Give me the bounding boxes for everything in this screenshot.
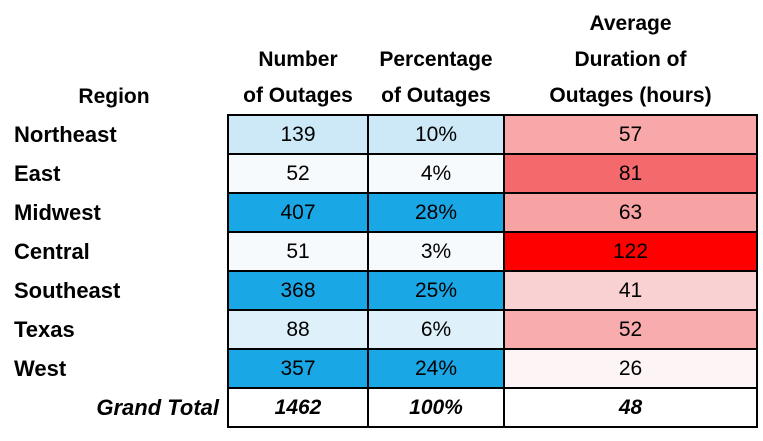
header-number-line1: Number — [228, 42, 368, 78]
grand-total-duration: 48 — [503, 387, 758, 428]
region-label: Midwest — [0, 193, 228, 232]
header-spacer — [228, 6, 368, 42]
outages-cell: 357 — [227, 348, 369, 389]
grand-total-outages: 1462 — [227, 387, 369, 428]
outages-cell: 52 — [227, 153, 369, 194]
outages-cell: 51 — [227, 231, 369, 272]
header-duration-line2: Duration of — [504, 42, 757, 78]
header-duration-line1: Average — [504, 6, 757, 42]
header-spacer — [0, 42, 228, 78]
header-duration-line3: Outages (hours) — [504, 78, 757, 115]
header-spacer — [368, 6, 504, 42]
duration-cell: 41 — [503, 270, 758, 311]
outages-cell: 407 — [227, 192, 369, 233]
header-row-3: Region of Outages of Outages Outages (ho… — [0, 78, 757, 115]
header-percent-line1: Percentage — [368, 42, 504, 78]
grand-total-label: Grand Total — [0, 388, 228, 427]
outages-cell: 368 — [227, 270, 369, 311]
table-row: West 357 24% 26 — [0, 348, 758, 389]
outage-table: Average Number Percentage Duration of Re… — [0, 6, 758, 428]
percent-cell: 24% — [367, 348, 505, 389]
region-label: Northeast — [0, 115, 228, 154]
header-number-line2: of Outages — [228, 78, 368, 115]
region-label: West — [0, 349, 228, 388]
table-row: Texas 88 6% 52 — [0, 309, 758, 350]
header-region: Region — [0, 78, 228, 115]
region-label: East — [0, 154, 228, 193]
percent-cell: 25% — [367, 270, 505, 311]
duration-cell: 81 — [503, 153, 758, 194]
percent-cell: 3% — [367, 231, 505, 272]
percent-cell: 10% — [367, 114, 505, 155]
grand-total-row: Grand Total 1462 100% 48 — [0, 387, 758, 428]
header-spacer — [0, 6, 228, 42]
table-row: Midwest 407 28% 63 — [0, 192, 758, 233]
region-label: Central — [0, 232, 228, 271]
outages-cell: 88 — [227, 309, 369, 350]
percent-cell: 4% — [367, 153, 505, 194]
outages-cell: 139 — [227, 114, 369, 155]
table-row: Southeast 368 25% 41 — [0, 270, 758, 311]
duration-cell: 122 — [503, 231, 758, 272]
duration-cell: 26 — [503, 348, 758, 389]
duration-cell: 52 — [503, 309, 758, 350]
table-row: Northeast 139 10% 57 — [0, 114, 758, 155]
percent-cell: 28% — [367, 192, 505, 233]
header-row-2: Number Percentage Duration of — [0, 42, 757, 78]
duration-cell: 63 — [503, 192, 758, 233]
region-label: Texas — [0, 310, 228, 349]
duration-cell: 57 — [503, 114, 758, 155]
region-label: Southeast — [0, 271, 228, 310]
percent-cell: 6% — [367, 309, 505, 350]
table-row: Central 51 3% 122 — [0, 231, 758, 272]
header-percent-line2: of Outages — [368, 78, 504, 115]
table-row: East 52 4% 81 — [0, 153, 758, 194]
grand-total-percent: 100% — [367, 387, 505, 428]
header-row-1: Average — [0, 6, 757, 42]
